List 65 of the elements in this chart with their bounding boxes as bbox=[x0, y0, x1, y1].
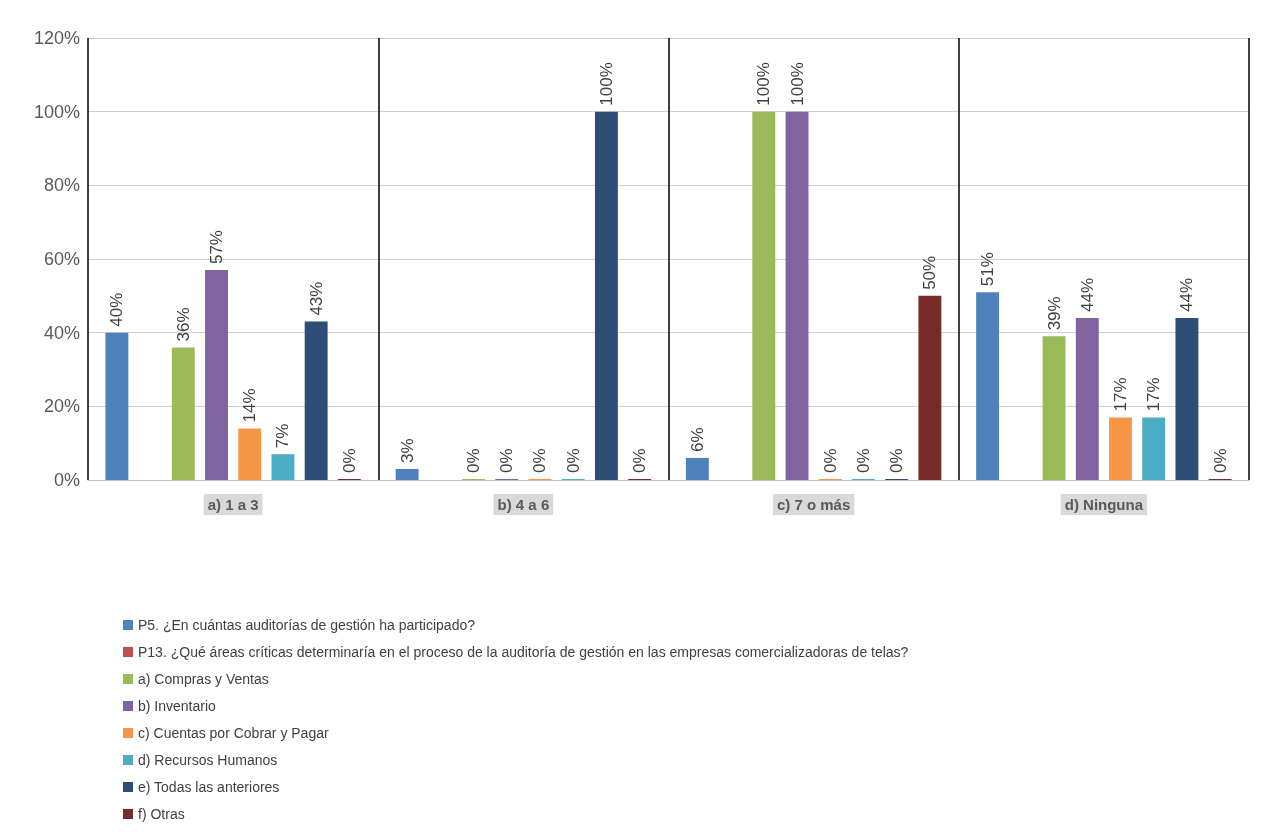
x-tick-label: c) 7 o más bbox=[776, 496, 851, 513]
x-tick-label: d) Ninguna bbox=[1064, 496, 1144, 513]
bar bbox=[205, 270, 228, 480]
data-label: 100% bbox=[596, 62, 616, 106]
bar bbox=[976, 292, 1000, 480]
data-label: 57% bbox=[207, 230, 227, 265]
y-tick-label: 60% bbox=[43, 249, 80, 269]
legend-label: a) Compras y Ventas bbox=[138, 671, 269, 687]
legend-label: e) Todas las anteriores bbox=[138, 779, 280, 795]
data-label: 44% bbox=[1077, 277, 1097, 312]
legend-label: P13. ¿Qué áreas críticas determinaría en el proceso de la auditoría de gestión en las empresas comercializadoras de telas? bbox=[138, 644, 909, 660]
data-label: 6% bbox=[687, 427, 707, 452]
data-label: 44% bbox=[1177, 277, 1197, 312]
legend-label: b) Inventario bbox=[138, 698, 217, 714]
bar bbox=[238, 428, 262, 480]
bar bbox=[785, 111, 809, 480]
legend-label: c) Cuentas por Cobrar y Pagar bbox=[138, 725, 329, 741]
bar bbox=[1175, 317, 1199, 480]
data-label: 0% bbox=[563, 448, 583, 473]
legend-label: P5. ¿En cuántas auditorías de gestión ha participado? bbox=[138, 617, 476, 633]
data-label: 0% bbox=[887, 448, 907, 473]
data-label: 7% bbox=[273, 423, 293, 449]
y-tick-label: 120% bbox=[33, 28, 80, 48]
bar bbox=[1109, 417, 1132, 480]
data-label: 0% bbox=[630, 448, 650, 473]
legend-label: f) Otras bbox=[138, 806, 185, 822]
data-label: 0% bbox=[464, 448, 484, 473]
bar bbox=[685, 457, 709, 480]
bar bbox=[1142, 417, 1166, 480]
bar bbox=[594, 111, 618, 480]
data-label: 3% bbox=[397, 438, 417, 463]
data-label: 0% bbox=[853, 448, 873, 473]
bar bbox=[395, 468, 419, 480]
data-label: 100% bbox=[754, 62, 774, 106]
y-tick-label: 100% bbox=[33, 101, 80, 122]
data-label: 39% bbox=[1044, 296, 1064, 331]
data-label: 40% bbox=[107, 292, 127, 327]
data-label: 0% bbox=[530, 448, 550, 473]
data-label: 36% bbox=[173, 307, 193, 342]
data-label: 17% bbox=[1110, 377, 1130, 412]
bar bbox=[1075, 317, 1099, 480]
data-label: 50% bbox=[920, 255, 940, 290]
bar bbox=[1042, 336, 1066, 480]
data-label: 0% bbox=[1210, 448, 1230, 473]
y-tick-label: 20% bbox=[43, 396, 80, 417]
x-tick-label: b) 4 a 6 bbox=[497, 496, 550, 513]
bar bbox=[171, 347, 195, 480]
data-label: 0% bbox=[497, 448, 517, 473]
data-label: 100% bbox=[787, 62, 807, 106]
data-label: 14% bbox=[240, 388, 260, 423]
y-tick-label: 80% bbox=[43, 175, 80, 196]
bar bbox=[918, 295, 942, 480]
x-tick-label: a) 1 a 3 bbox=[207, 496, 259, 513]
data-label: 0% bbox=[339, 448, 359, 473]
y-tick-label: 40% bbox=[43, 322, 80, 343]
bar bbox=[271, 454, 295, 480]
data-label: 43% bbox=[306, 281, 326, 316]
data-label: 51% bbox=[978, 252, 998, 287]
data-label: 17% bbox=[1144, 377, 1164, 412]
bar bbox=[105, 332, 129, 480]
bar bbox=[752, 111, 776, 480]
bar bbox=[304, 321, 328, 480]
data-label: 0% bbox=[820, 448, 840, 473]
y-tick-label: 0% bbox=[53, 470, 80, 490]
legend-label: d) Recursos Humanos bbox=[138, 752, 278, 768]
